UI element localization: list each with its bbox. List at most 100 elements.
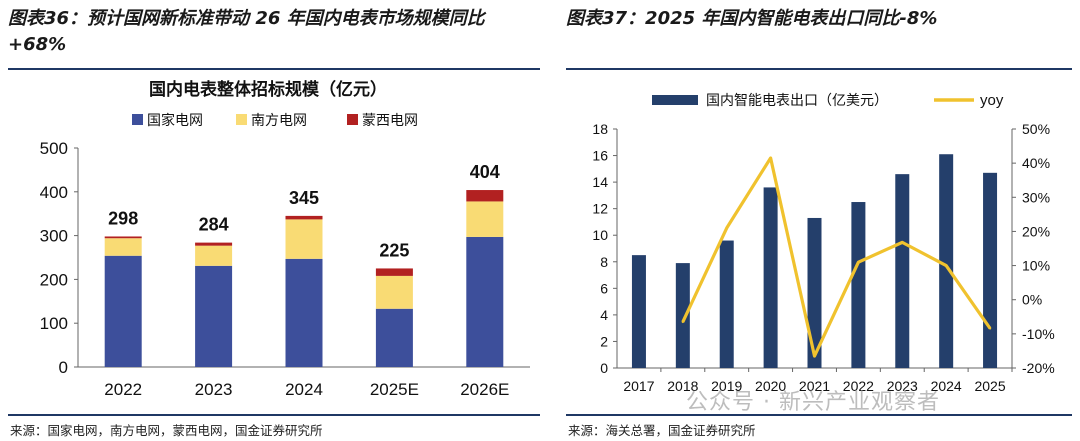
legend-swatch: [347, 114, 358, 125]
x-axis: 2022 2023 2024 2025E 2026E: [104, 380, 509, 399]
yoy-point-2023: [901, 241, 904, 244]
x-tick-label: 2023: [195, 380, 233, 399]
bar-export-2017: [631, 255, 646, 368]
legend-swatch: [132, 114, 143, 125]
left-y-tick-label: 0: [600, 360, 608, 376]
left-y-tick-label: 12: [592, 201, 608, 217]
yoy-point-2022: [857, 260, 860, 264]
legend-label: 国家电网: [147, 112, 203, 128]
right-bottom-rule: [566, 414, 1072, 416]
right-y-tick-label: -10%: [1022, 326, 1055, 342]
yoy-point-2018: [681, 320, 685, 324]
yoy-point-2021: [813, 354, 816, 358]
right-y-tick-label: 50%: [1022, 121, 1050, 137]
x-tick-label: 2022: [843, 378, 874, 394]
x-tick-label: 2023: [887, 378, 918, 394]
y-tick-label: 100: [40, 314, 68, 333]
x-tick-label: 2021: [799, 378, 830, 394]
legend-swatch: [236, 114, 247, 125]
total-label: 345: [289, 188, 319, 208]
chart-legend: 国内智能电表出口（亿美元） yoy: [652, 92, 1004, 109]
total-label: 284: [199, 215, 229, 235]
bar-蒙西电网-2023: [195, 242, 233, 246]
total-label: 225: [379, 240, 409, 260]
bar-国家电网-2023: [195, 265, 233, 367]
bar-蒙西电网-2026E: [466, 190, 504, 202]
left-y-tick-label: 10: [592, 227, 608, 243]
x-tick-label: 2020: [755, 378, 786, 394]
bar-南方电网-2025E: [375, 275, 413, 309]
x-tick-label: 2017: [623, 378, 654, 394]
chart-title: 国内电表整体招标规模（亿元）: [149, 79, 387, 99]
yoy-point-2019: [725, 226, 728, 230]
x-tick-label: 2018: [667, 378, 698, 394]
left-y-tick-label: 6: [600, 280, 608, 296]
stacked-bar-chart: 国内电表整体招标规模（亿元） 国家电网 南方电网 蒙西电网 0 100 200 300 40…: [40, 79, 530, 399]
left-y-tick-label: 18: [592, 121, 608, 137]
x-tick-label: 2024: [285, 380, 323, 399]
left-top-rule: [8, 68, 540, 70]
x-tick-label: 2025: [974, 378, 1005, 394]
left-y-tick-label: 2: [600, 333, 608, 349]
total-label: 404: [470, 162, 500, 182]
total-label: 298: [108, 208, 138, 228]
bar-国家电网-2022: [104, 255, 142, 367]
right-top-rule: [566, 68, 1072, 70]
watermark: 公众号 · 新兴产业观察者: [686, 390, 940, 415]
chart-legend: 国家电网 南方电网 蒙西电网: [132, 112, 418, 128]
y-tick-label: 300: [40, 227, 68, 246]
legend-label: 蒙西电网: [362, 112, 418, 128]
bar-南方电网-2026E: [466, 201, 504, 237]
legend-label: 南方电网: [251, 112, 307, 128]
bar-蒙西电网-2025E: [375, 268, 413, 276]
bars: [631, 154, 998, 368]
bar-国家电网-2024: [285, 258, 323, 367]
left-y-tick-label: 8: [600, 254, 608, 270]
x-tick-label: 2025E: [370, 380, 419, 399]
right-y-tick-label: 30%: [1022, 189, 1050, 205]
left-y-tick-label: 4: [600, 307, 608, 323]
bar-export-2023: [895, 174, 910, 368]
bar-蒙西电网-2022: [104, 236, 142, 239]
right-y-tick-label: 20%: [1022, 223, 1050, 239]
left-source-note: 来源：国家电网，南方电网，蒙西电网，国金证券研究所: [10, 423, 323, 438]
x-axis: 2017 2018 2019 2020 2021 2022 2023 2024 2025: [623, 378, 1005, 394]
legend-label: 国内智能电表出口（亿美元）: [706, 92, 888, 108]
bar-export-2021: [807, 217, 822, 368]
right-y-tick-label: -20%: [1022, 360, 1055, 376]
yoy-point-2020: [769, 156, 772, 160]
right-figure-title: 图表37：2025 年国内智能电表出口同比-8%: [566, 8, 938, 29]
legend-label: yoy: [980, 92, 1004, 109]
left-figure-title: 图表36：预计国网新标准带动 26 年国内电表市场规模同比+68%: [8, 8, 485, 55]
bars: 298 284 345 225 404: [104, 162, 504, 367]
right-y-tick-label: 0%: [1022, 292, 1042, 308]
bar-南方电网-2022: [104, 238, 142, 256]
yoy-point-2024: [944, 264, 948, 267]
yoy-series-line: [681, 156, 992, 358]
bar-export-2022: [851, 202, 866, 368]
bar-line-chart: 国内智能电表出口（亿美元） yoy 0 2 4 6 8 10 12 14 16 18 -20% -10%…: [592, 92, 1055, 394]
y-tick-label: 400: [40, 183, 68, 202]
left-y-tick-label: 16: [592, 148, 608, 164]
y-tick-label: 200: [40, 270, 68, 289]
bar-export-2019: [719, 240, 734, 368]
x-tick-label: 2019: [711, 378, 742, 394]
left-bottom-rule: [8, 414, 540, 416]
x-tick-label: 2022: [104, 380, 142, 399]
y-axis: 0 100 200 300 400 500: [40, 139, 530, 377]
bar-export-2020: [763, 187, 778, 368]
y-tick-label: 0: [59, 358, 68, 377]
bar-国家电网-2026E: [466, 236, 504, 367]
bar-南方电网-2024: [285, 219, 323, 259]
left-y-tick-label: 14: [592, 174, 608, 190]
yoy-line: [681, 156, 992, 358]
x-tick-label: 2026E: [460, 380, 509, 399]
bar-蒙西电网-2024: [285, 215, 323, 220]
right-y-tick-label: 40%: [1022, 155, 1050, 171]
bar-export-2018: [675, 263, 690, 368]
right-source-note: 来源：海关总署，国金证券研究所: [568, 423, 756, 438]
y-tick-label: 500: [40, 139, 68, 158]
right-y-tick-label: 10%: [1022, 258, 1050, 274]
legend-swatch-bar: [652, 95, 698, 105]
yoy-point-2025: [988, 327, 992, 330]
